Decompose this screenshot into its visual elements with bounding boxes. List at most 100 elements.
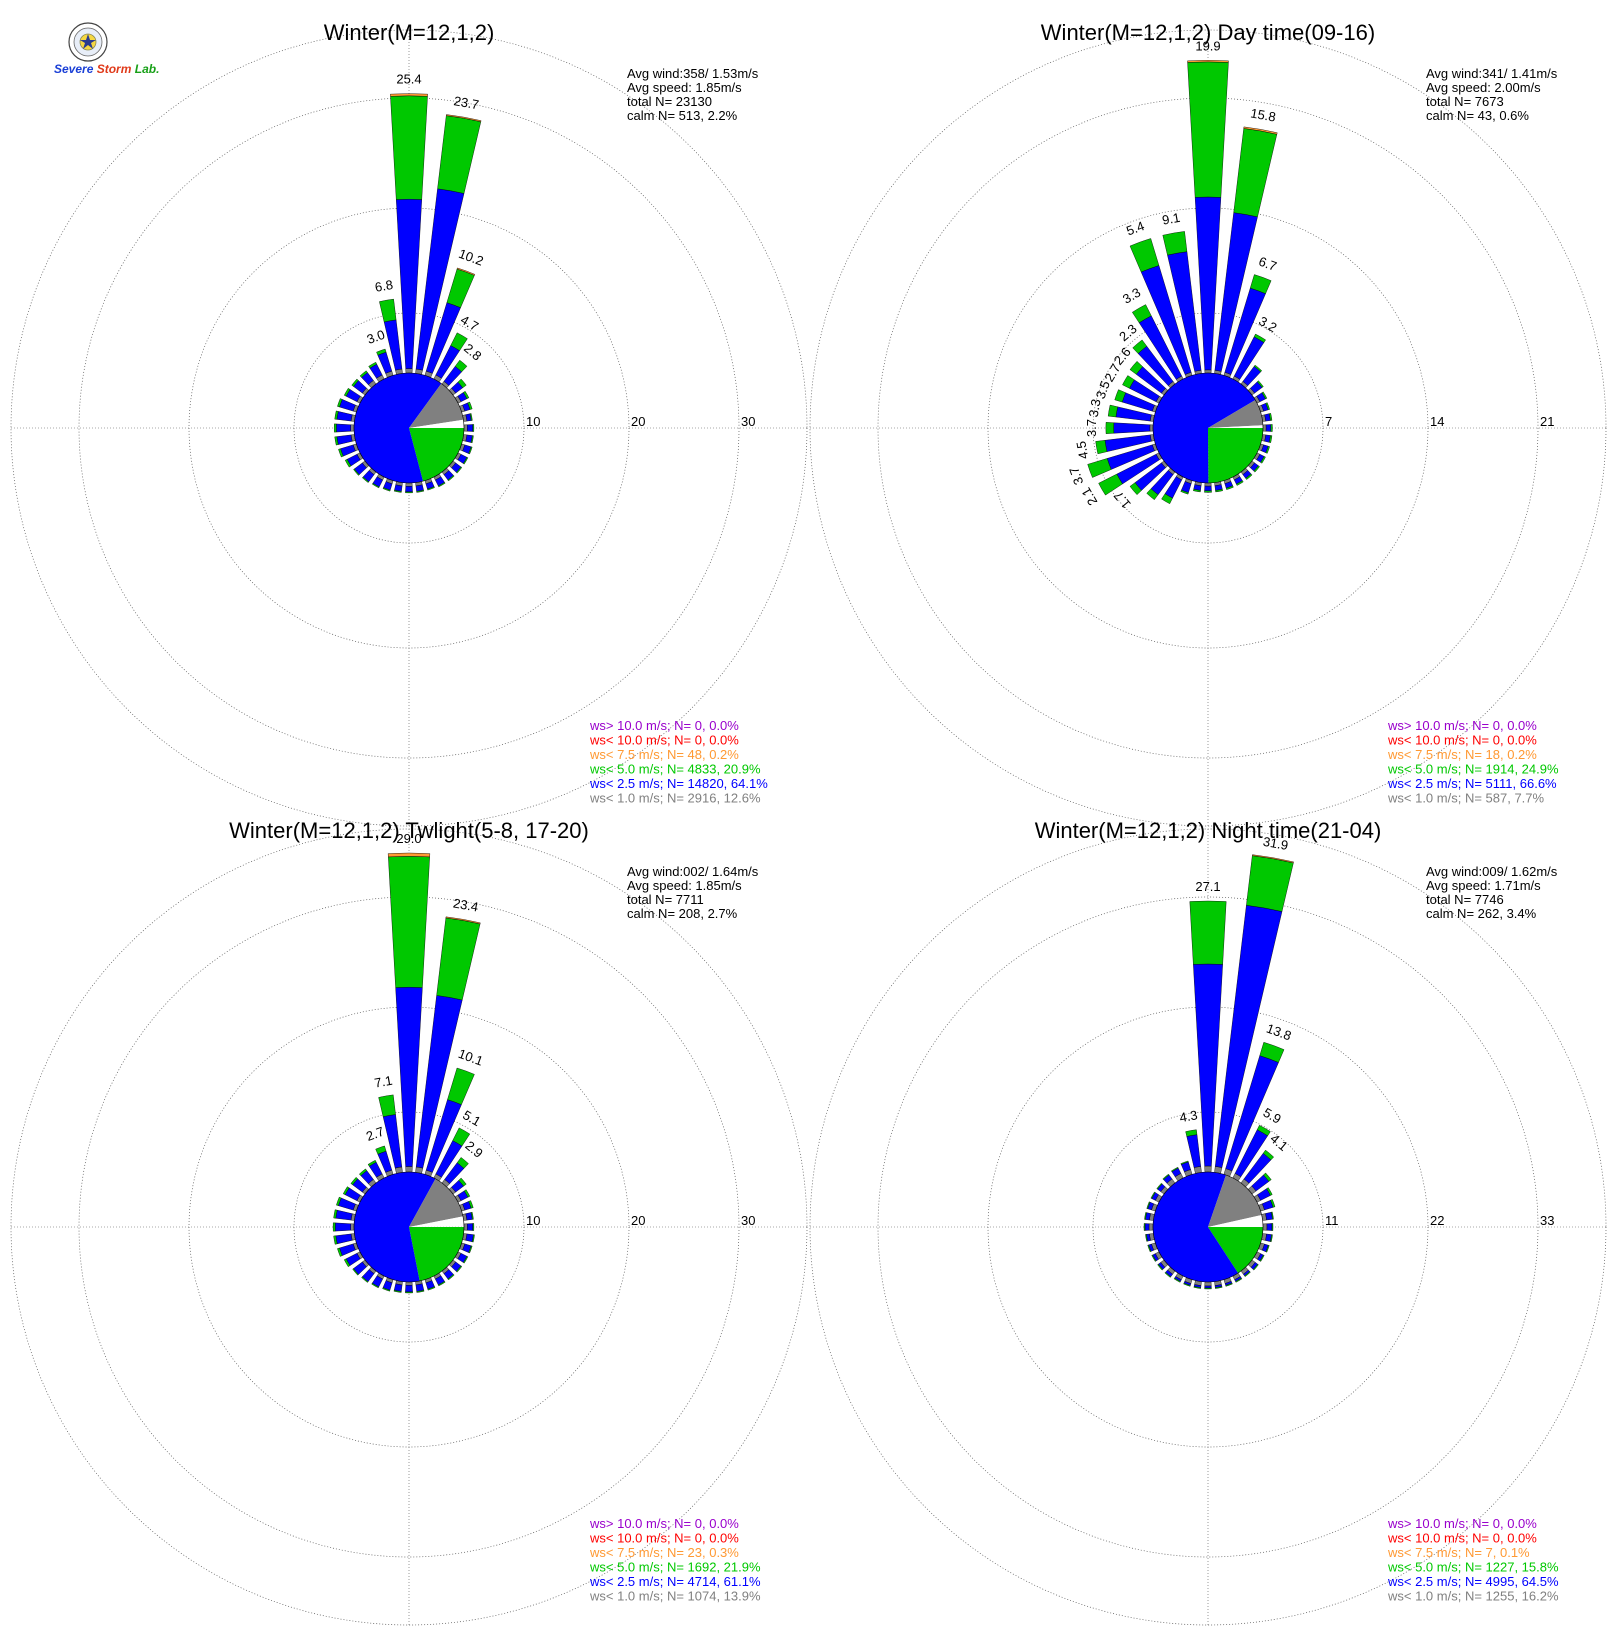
rose-bar-segment	[1144, 1223, 1150, 1231]
rose-bar-segment	[1236, 480, 1244, 486]
bar-value-label: 3.5	[1093, 379, 1113, 401]
legend-entry: ws< 2.5 m/s; N= 14820, 64.1%	[589, 776, 768, 791]
rose-bar-segment	[463, 424, 468, 432]
rose-bar-segment	[1173, 1277, 1181, 1283]
rose-bar-segment	[393, 489, 402, 493]
panel-title: Winter(M=12,1,2) Twlight(5-8, 17-20)	[229, 818, 589, 843]
stats-line: calm N= 208, 2.7%	[627, 906, 738, 921]
rose-bar-segment	[1266, 1187, 1273, 1196]
rose-bar-segment	[1193, 488, 1201, 493]
rose-bar-segment	[338, 1197, 356, 1211]
center-pie-slice	[409, 419, 464, 428]
rose-bar-segment	[336, 434, 353, 445]
stats-line: Avg wind:358/ 1.53m/s	[627, 66, 759, 81]
rose-bar-segment	[457, 378, 467, 389]
rose-bar-segment	[1204, 1285, 1212, 1289]
rose-bar-segment	[1180, 489, 1189, 495]
legend-entry: ws< 7.5 m/s; N= 18, 0.2%	[1387, 747, 1537, 762]
rose-bar-segment	[1148, 1223, 1154, 1231]
rose-bar-segment	[371, 1282, 380, 1289]
rose-bar-segment	[1105, 422, 1115, 434]
ring-label: 30	[741, 414, 755, 429]
rose-bar-segment	[343, 387, 351, 397]
rose-bar-segment	[1215, 488, 1223, 493]
logo-word-storm: Storm	[96, 62, 132, 76]
rose-bar-segment	[1253, 333, 1266, 343]
panel-title: Winter(M=12,1,2) Day time(09-16)	[1041, 20, 1375, 45]
rose-bar-segment	[468, 446, 473, 455]
center-pie-slice	[353, 1172, 436, 1282]
rose-bar-segment	[382, 487, 391, 492]
rose-bar-segment	[1256, 380, 1264, 388]
rose-bar-segment	[1204, 1281, 1212, 1287]
rose-bar-segment	[1129, 238, 1160, 273]
stats-line: Avg speed: 1.85m/s	[627, 878, 742, 893]
legend-entry: ws> 10.0 m/s; N= 0, 0.0%	[1387, 1516, 1537, 1531]
rose-bar-segment	[436, 917, 481, 1001]
rose-bar-segment	[405, 1291, 413, 1294]
rose-bar-segment	[353, 468, 360, 476]
legend-entry: ws< 10.0 m/s; N= 0, 0.0%	[589, 733, 739, 748]
logo-wordmark: Severe Storm Lab.	[54, 62, 159, 76]
rose-bar-segment	[450, 332, 468, 351]
rose-bar-segment	[1113, 422, 1151, 434]
rose-bar-segment	[466, 424, 474, 432]
center-pie-slice	[409, 383, 464, 428]
legend-entry: ws< 2.5 m/s; N= 4714, 61.1%	[589, 1574, 761, 1589]
rose-bar-segment	[466, 1223, 474, 1231]
bar-value-label: 31.9	[1262, 834, 1290, 853]
rose-bar-segment	[1164, 1271, 1172, 1278]
bar-value-label: 5.1	[460, 1107, 483, 1129]
rose-bar-segment	[1265, 445, 1270, 454]
stats-line: Avg speed: 1.71m/s	[1426, 878, 1541, 893]
logo-word-lab: Lab.	[134, 62, 160, 76]
center-pie-slice	[1208, 1175, 1262, 1227]
rose-bar-segment	[335, 1222, 352, 1232]
bar-value-label: 7.1	[373, 1073, 393, 1091]
rose-bar-segment	[1214, 1286, 1223, 1289]
rose-bar-segment	[344, 458, 352, 468]
rose-bar-segment	[336, 411, 353, 422]
center-pie-slice	[1208, 428, 1263, 483]
ring-label: 30	[741, 1213, 755, 1228]
center-pie-slice	[409, 1178, 463, 1227]
ring-label: 20	[631, 1213, 645, 1228]
stats-line: Avg wind:002/ 1.64m/s	[627, 864, 759, 879]
bar-value-label: 2.9	[462, 1138, 485, 1161]
rose-bar-segment	[1204, 369, 1212, 374]
bar-value-label: 23.7	[453, 93, 481, 112]
legend-entry: ws< 10.0 m/s; N= 0, 0.0%	[1387, 1531, 1537, 1546]
ring-label: 20	[631, 414, 645, 429]
rose-bar-segment	[333, 1235, 338, 1245]
legend-entry: ws> 10.0 m/s; N= 0, 0.0%	[1387, 718, 1537, 733]
center-pie-slice	[409, 428, 464, 482]
rose-bar-segment	[339, 399, 356, 412]
rose-bar-segment	[1150, 1191, 1156, 1199]
legend-entry: ws< 1.0 m/s; N= 1255, 16.2%	[1387, 1589, 1559, 1604]
panel-title: Winter(M=12,1,2)	[324, 20, 495, 45]
rose-bar-segment	[469, 413, 473, 421]
rose-bar-segment	[472, 1223, 475, 1231]
rose-bar-segment	[1261, 391, 1268, 400]
bar-value-label: 4.7	[458, 312, 481, 334]
center-pie-slice	[1208, 425, 1264, 428]
rose-bar-segment	[463, 1223, 468, 1231]
rose-bar-segment	[388, 856, 430, 988]
rose-bar-segment	[454, 359, 468, 373]
rose-bar-segment	[361, 1276, 369, 1283]
rose-bar-segment	[1143, 1223, 1146, 1231]
rose-bar-segment	[1246, 855, 1294, 912]
rose-bar-segment	[343, 1258, 351, 1268]
bar-value-label: 27.1	[1195, 879, 1220, 894]
rose-bar-segment	[447, 1274, 455, 1281]
wind-rose-panel: 11 22 33 27.1 31.9 13.8 5.9 4.1 4.3 Winter(M=12,1…	[809, 818, 1607, 1626]
rose-bar-segment	[427, 1286, 436, 1291]
bar-value-label: 25.4	[396, 72, 421, 87]
center-pie-slice	[1153, 1171, 1239, 1282]
legend-entry: ws< 5.0 m/s; N= 1914, 24.9%	[1387, 762, 1559, 777]
rose-bar-segment	[1146, 488, 1159, 501]
rose-bar-segment	[1132, 339, 1148, 354]
rose-bar-segment	[362, 476, 370, 483]
rose-bar-segment	[1270, 1234, 1273, 1243]
